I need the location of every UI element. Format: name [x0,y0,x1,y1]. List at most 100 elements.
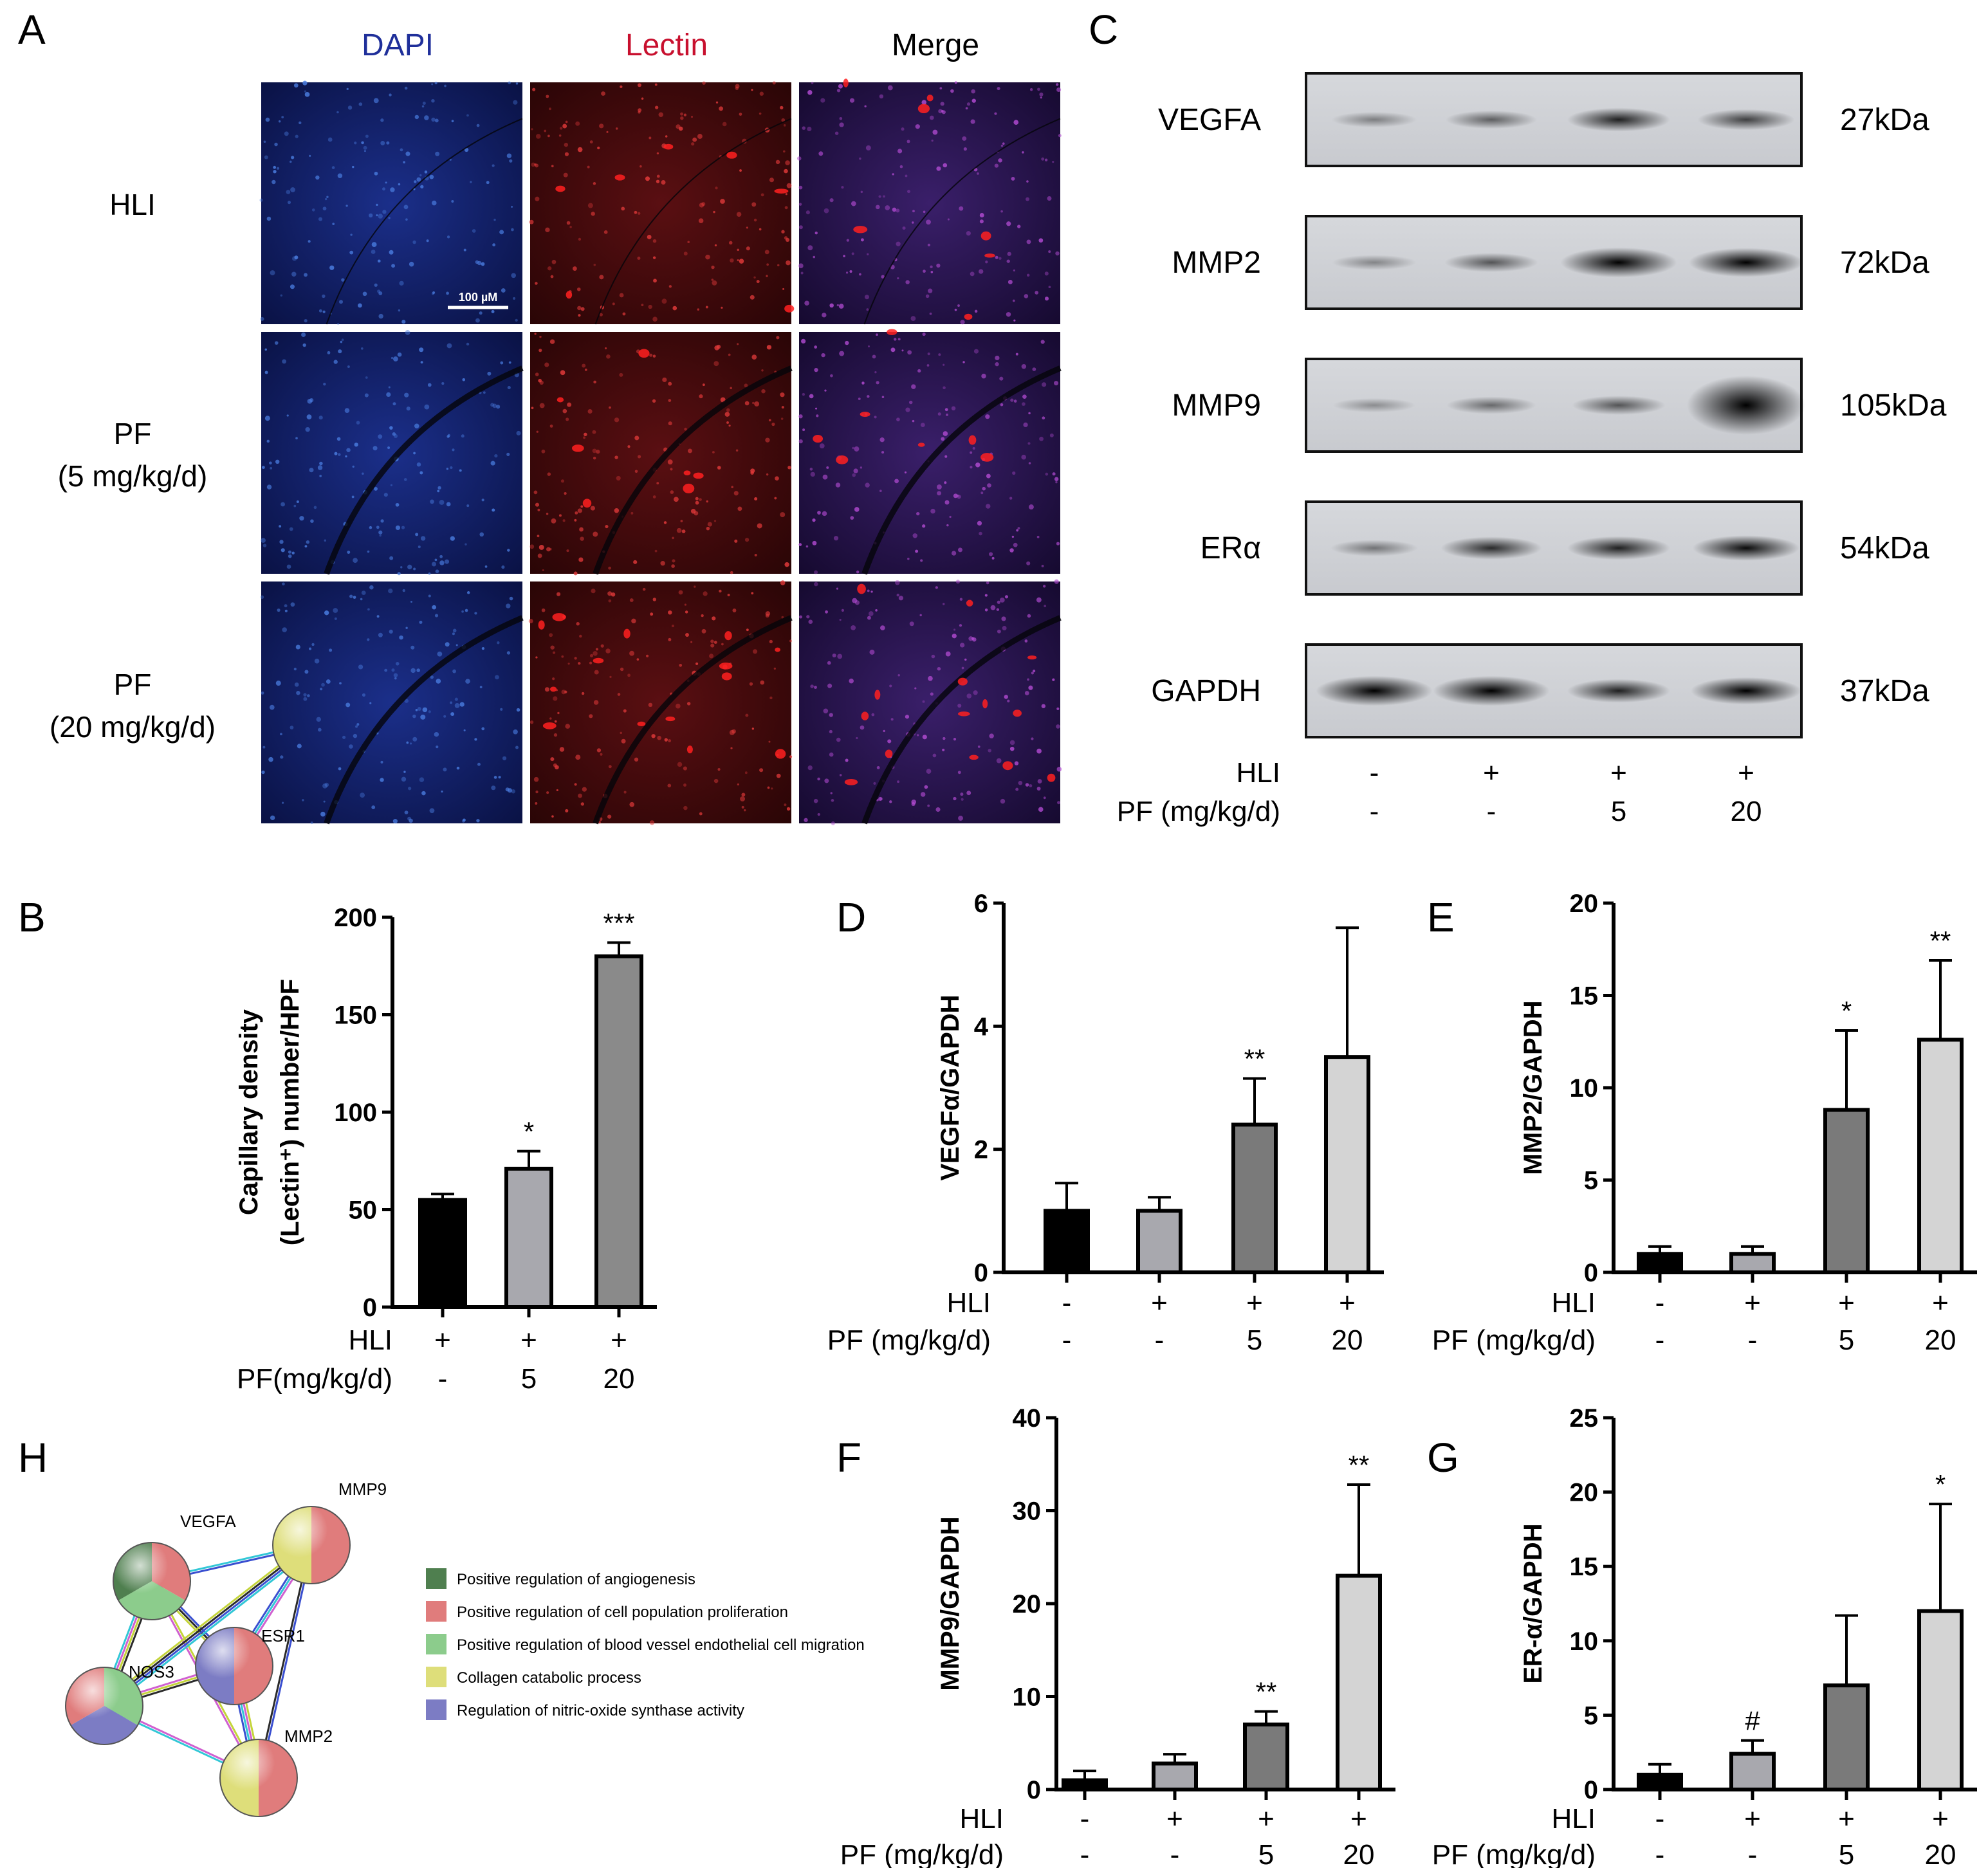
cond-value: - [1080,1839,1090,1868]
band-3-0 [1330,540,1418,556]
y-tick-label: 5 [1584,1701,1598,1730]
cond-row-label: PF (mg/kg/d) [840,1839,1004,1868]
blot-cond-1-0: - [1370,796,1379,827]
cond-value: 20 [1343,1839,1375,1868]
panel-letter-c: C [1089,6,1118,53]
panel-letter-a: A [18,6,46,53]
bar [1152,1761,1198,1792]
band-2-1 [1446,396,1536,414]
cond-value: + [434,1324,451,1356]
chart-g: 0 5 10 15 20 25 ER-α/GAPDH # * HLI - + + + PF (mg/kg/d… [1432,1404,1977,1868]
blot-strip-4 [1305,643,1803,738]
blot-cond-0-2: + [1610,757,1627,789]
chart-b: 0 50 100 150 200 Capillary density (Lectin⁺) n… [235,904,657,1395]
chart-d: 0 2 4 6 VEGFα/GAPDH ** HLI - + + + PF (mg/kg/d) - - 5 2… [827,890,1384,1356]
y-tick-label: 6 [974,890,988,918]
y-tick-label: 0 [1027,1776,1041,1804]
legend-item-3: Collagen catabolic process [426,1667,641,1687]
legend-label: Positive regulation of blood vessel endo… [457,1636,865,1654]
legend-swatch [426,1667,446,1687]
band-kda-2: 105kDa [1840,389,1947,423]
y-tick-label: 150 [334,1002,377,1030]
cond-row-label: HLI [960,1803,1004,1835]
cond-value: - [1080,1803,1090,1835]
legend-label: Positive regulation of angiogenesis [457,1571,695,1588]
legend-item-4: Regulation of nitric-oxide synthase acti… [426,1699,744,1720]
blot-cond-0-0: - [1370,757,1379,789]
panel-h-network: VEGFA MMP9 ESR1 NOS3 MMP2 Positive regulation… [65,1479,865,1817]
y-axis-label: MMP9/GAPDH [936,1516,964,1690]
y-tick-label: 10 [1570,1627,1599,1656]
cond-value: 20 [603,1363,635,1395]
cond-value: - [1062,1324,1072,1356]
bar [1917,1609,1964,1792]
y-axis-label: VEGFα/GAPDH [936,994,964,1180]
bar [1324,1055,1370,1274]
bar [1637,1252,1683,1275]
blot-strip-3 [1305,500,1803,596]
bar [1062,1778,1108,1792]
y-tick-label: 20 [1570,890,1599,918]
cond-value: 5 [1839,1839,1854,1868]
panel-letter-e: E [1427,894,1455,940]
y-tick-label: 10 [1570,1074,1599,1103]
cond-value: - [1748,1839,1758,1868]
cond-value: + [1246,1287,1263,1319]
blot-cond-1-1: - [1487,796,1496,827]
significance-label: * [1935,1469,1946,1499]
network-node-label: VEGFA [180,1512,236,1531]
cond-value: - [1655,1839,1665,1868]
band-1-2 [1560,247,1677,278]
y-tick-label: 200 [334,904,377,932]
y-tick-label: 50 [349,1196,378,1225]
band-0-0 [1331,111,1417,128]
band-1-0 [1332,255,1417,270]
y-tick-label: 30 [1013,1497,1042,1526]
legend-item-1: Positive regulation of cell population p… [426,1601,788,1622]
y-tick-label: 0 [363,1294,377,1322]
y-tick-label: 15 [1570,982,1599,1011]
network-node-label: ESR1 [261,1626,305,1645]
cond-value: - [1062,1287,1072,1319]
row-label-pf20-line1: PF [114,668,152,701]
row-label-hli: HLI [109,188,156,221]
panel-letter-h: H [18,1434,48,1481]
cond-value: + [1339,1287,1356,1319]
significance-label: ** [1244,1044,1266,1074]
band-0-3 [1697,109,1795,131]
cond-value: 5 [521,1363,537,1395]
cond-row-label: PF (mg/kg/d) [1432,1324,1596,1356]
y-axis-label-line1: Capillary density [235,1009,263,1215]
cond-row-label: PF (mg/kg/d) [1432,1839,1596,1868]
bar [1729,1252,1776,1275]
cond-value: - [1170,1839,1180,1868]
row-label-pf20-line2: (20 mg/kg/d) [50,710,216,744]
bar [594,954,643,1309]
band-label-2: MMP9 [1172,389,1261,423]
significance-label: * [1841,996,1852,1026]
band-label-0: VEGFA [1158,103,1261,137]
cond-value: - [1748,1324,1758,1356]
legend-label: Regulation of nitric-oxide synthase acti… [457,1702,744,1719]
bar [1044,1209,1090,1275]
band-kda-3: 54kDa [1840,531,1929,565]
cond-value: 5 [1247,1324,1262,1356]
micrograph-2-2 [799,579,1062,826]
y-tick-label: 40 [1013,1404,1042,1433]
band-3-3 [1693,535,1799,561]
network-edge [259,1545,314,1779]
blot-strip-0 [1305,72,1803,167]
row-label-pf5-line2: (5 mg/kg/d) [58,459,208,493]
cond-value: - [1655,1324,1665,1356]
bar [1729,1752,1776,1791]
cond-value: + [520,1324,537,1356]
y-tick-label: 0 [1584,1259,1598,1287]
cond-value: - [1655,1803,1665,1835]
network-node-label: MMP2 [284,1726,333,1746]
significance-label: ** [1348,1450,1370,1480]
y-tick-label: 0 [974,1259,988,1287]
cond-value: + [1932,1803,1949,1835]
network-edge [104,1545,313,1708]
cond-row-label: PF(mg/kg/d) [237,1363,392,1395]
band-2-0 [1332,398,1416,413]
